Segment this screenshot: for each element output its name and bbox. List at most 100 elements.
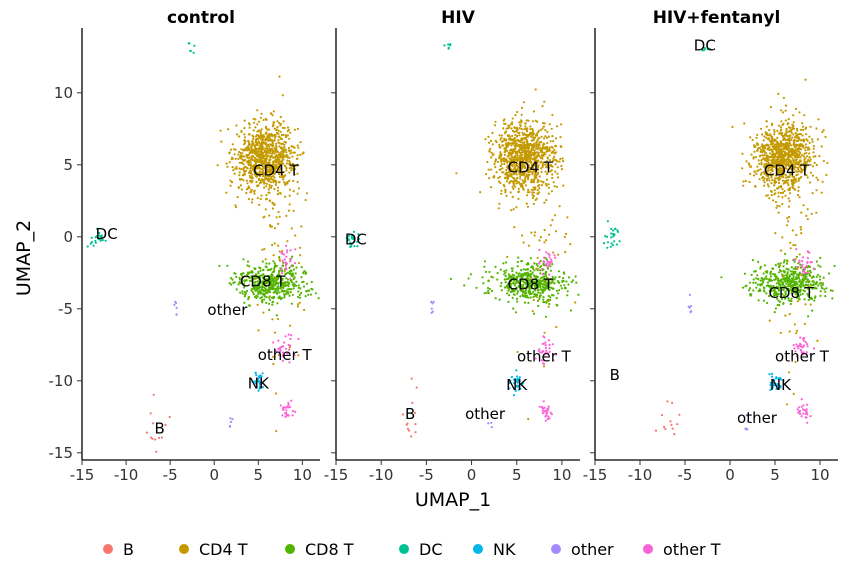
data-point	[226, 165, 229, 168]
data-point	[529, 125, 532, 128]
data-point	[281, 259, 284, 262]
data-point	[499, 268, 502, 271]
data-point	[503, 273, 506, 276]
data-point	[751, 138, 754, 142]
data-point	[762, 272, 765, 275]
data-point	[230, 283, 233, 286]
data-point	[660, 414, 664, 417]
data-point	[345, 236, 348, 239]
data-point	[534, 186, 537, 189]
data-point	[760, 163, 763, 166]
data-point	[757, 299, 760, 302]
data-point	[273, 156, 277, 159]
data-point	[795, 150, 798, 153]
data-point	[574, 275, 577, 278]
data-point	[545, 178, 549, 181]
data-point	[258, 203, 261, 206]
data-point	[522, 150, 525, 154]
data-point	[821, 130, 824, 134]
data-point	[763, 290, 766, 293]
x-tick-label: 10	[552, 466, 571, 484]
data-point	[782, 173, 785, 176]
data-point	[509, 137, 513, 141]
data-point	[556, 280, 560, 283]
data-point	[542, 154, 545, 157]
data-point	[555, 185, 559, 188]
data-point	[551, 294, 554, 297]
data-point	[271, 162, 274, 166]
data-point	[811, 280, 814, 283]
data-point	[514, 127, 517, 130]
data-point	[528, 286, 531, 289]
data-point	[536, 181, 539, 184]
data-point	[519, 143, 522, 146]
data-point	[776, 136, 779, 139]
data-point	[539, 156, 542, 159]
data-point	[490, 186, 493, 189]
data-point	[189, 49, 192, 53]
data-point	[794, 131, 797, 135]
data-point	[243, 284, 246, 287]
data-point	[272, 121, 275, 124]
data-point	[286, 134, 289, 137]
legend-swatch	[103, 544, 113, 554]
data-point	[543, 277, 546, 280]
data-point	[277, 222, 280, 225]
data-point	[526, 160, 530, 163]
data-point	[533, 231, 537, 234]
data-point	[773, 311, 776, 314]
scatter-points	[602, 47, 836, 436]
data-point	[515, 179, 518, 182]
data-point	[791, 123, 794, 126]
data-point	[518, 131, 521, 134]
data-point	[273, 270, 276, 273]
data-point	[509, 152, 512, 155]
data-point	[256, 147, 259, 150]
data-point	[246, 271, 250, 274]
x-tick-label: 5	[512, 466, 522, 484]
data-point	[805, 161, 808, 164]
data-point	[610, 236, 613, 239]
data-point	[798, 279, 802, 282]
data-point	[754, 281, 757, 284]
data-point	[518, 156, 522, 159]
data-point	[763, 135, 766, 138]
data-point	[520, 113, 523, 116]
data-point	[610, 232, 613, 235]
data-point	[534, 286, 538, 289]
data-point	[779, 126, 783, 129]
data-point	[550, 169, 553, 172]
data-point	[485, 291, 488, 294]
data-point	[813, 161, 816, 165]
data-point	[542, 359, 546, 362]
data-point	[288, 270, 291, 273]
data-point	[491, 131, 494, 135]
data-point	[288, 288, 291, 291]
data-point	[244, 169, 248, 173]
data-point	[506, 155, 509, 158]
data-point	[559, 284, 562, 287]
data-point	[521, 293, 524, 296]
data-point	[524, 122, 527, 125]
data-point	[265, 185, 268, 188]
data-point	[777, 124, 781, 127]
data-point	[268, 158, 271, 161]
data-point	[291, 283, 294, 286]
data-point	[290, 288, 293, 291]
data-point	[803, 158, 806, 161]
data-point	[511, 281, 515, 285]
data-point	[798, 409, 802, 413]
data-point	[793, 188, 797, 191]
data-point	[447, 46, 450, 49]
data-point	[551, 113, 554, 117]
data-point	[547, 305, 550, 308]
data-point	[262, 273, 265, 276]
data-point	[808, 152, 811, 155]
x-tick-label: -15	[324, 466, 349, 484]
data-point	[500, 289, 503, 292]
data-point	[663, 425, 666, 428]
data-point	[268, 308, 271, 311]
data-point	[494, 265, 497, 268]
data-point	[517, 187, 520, 190]
data-point	[805, 133, 808, 136]
